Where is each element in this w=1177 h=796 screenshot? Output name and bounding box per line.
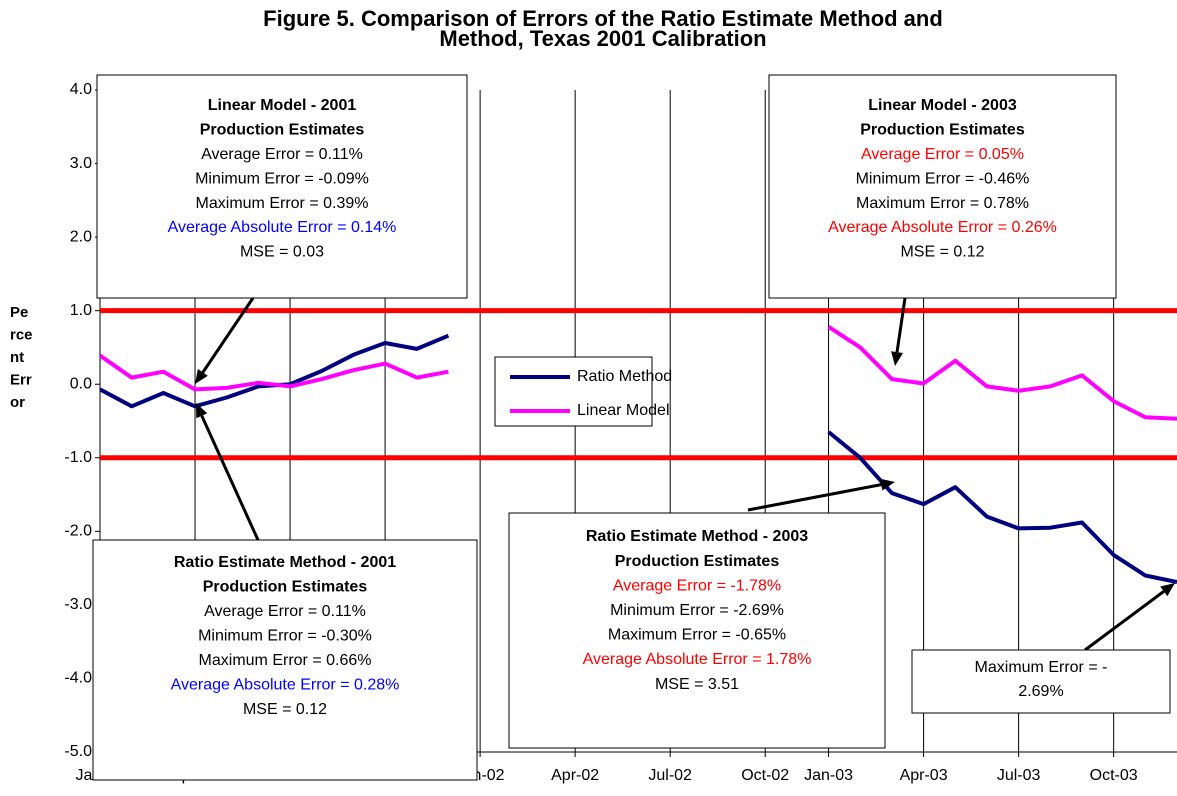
annotation-heading: Production Estimates [203, 579, 368, 596]
annotation-heading: Production Estimates [860, 122, 1025, 139]
annotation-text: Average Error = 0.11% [204, 603, 366, 620]
chart-title: Figure 5. Comparison of Errors of the Ra… [263, 6, 943, 31]
annotation-text: Maximum Error = -0.65% [608, 627, 786, 644]
annotation-box [768, 74, 1117, 299]
y-axis-label: rce [10, 326, 33, 343]
arrow-head [891, 351, 903, 366]
annotation-text: MSE = 0.03 [240, 244, 324, 261]
y-tick-label: 2.0 [70, 228, 92, 245]
annotation-heading: Linear Model - 2001 [208, 97, 357, 114]
annotation-heading: Ratio Estimate Method - 2003 [586, 528, 808, 545]
legend-label: Ratio Method [577, 368, 672, 385]
y-tick-label: -1.0 [64, 449, 92, 466]
arrow [895, 297, 907, 353]
annotation-box [508, 512, 886, 749]
y-tick-label: -5.0 [64, 743, 92, 760]
y-tick-label: -2.0 [64, 523, 92, 540]
y-tick-label: 0.0 [70, 375, 92, 392]
legend-label: Linear Model [577, 402, 670, 419]
annotation-text: Maximum Error = 0.66% [199, 652, 372, 669]
annotation-text: Average Absolute Error = 1.78% [583, 651, 812, 668]
arrow-head [195, 369, 208, 384]
annotation-heading: Ratio Estimate Method - 2001 [174, 554, 396, 571]
annotation-text: MSE = 3.51 [655, 676, 739, 693]
annotation-text: Average Absolute Error = 0.14% [168, 219, 397, 236]
y-axis-label: or [10, 394, 25, 411]
series-line [100, 325, 1177, 421]
arrow [747, 483, 882, 512]
annotation-heading: Production Estimates [200, 122, 365, 139]
y-axis-label: Pe [10, 304, 28, 321]
annotation-text: Maximum Error = - [975, 659, 1108, 676]
x-tick-label: Apr-02 [551, 767, 599, 784]
y-tick-label: 4.0 [70, 81, 92, 98]
annotation-heading: Production Estimates [615, 553, 780, 570]
annotation-text: Average Absolute Error = 0.26% [828, 219, 1057, 236]
annotation-text: Average Error = -1.78% [613, 577, 781, 594]
annotation-text: MSE = 0.12 [900, 244, 984, 261]
annotation-box [96, 74, 468, 299]
y-tick-label: -4.0 [64, 670, 92, 687]
annotation-text: Minimum Error = -0.30% [198, 628, 372, 645]
annotation-text: Average Error = 0.11% [201, 146, 363, 163]
x-tick-label: Apr-03 [900, 767, 948, 784]
arrow-head [1160, 583, 1175, 597]
annotation-text: Minimum Error = -0.09% [195, 170, 369, 187]
annotation-text: 2.69% [1018, 683, 1063, 700]
x-tick-label: Oct-02 [741, 767, 789, 784]
annotation-box [92, 539, 478, 781]
arrow [1084, 590, 1165, 652]
x-tick-label: Oct-03 [1090, 767, 1138, 784]
annotation-text: Maximum Error = 0.39% [196, 195, 369, 212]
y-axis-label: nt [10, 349, 24, 366]
y-tick-label: 3.0 [70, 155, 92, 172]
y-tick-label: -3.0 [64, 596, 92, 613]
annotation-heading: Linear Model - 2003 [868, 97, 1017, 114]
annotation-text: Maximum Error = 0.78% [856, 195, 1029, 212]
annotation-text: Average Absolute Error = 0.28% [171, 677, 400, 694]
x-tick-label: Jul-03 [997, 767, 1041, 784]
annotation-text: Minimum Error = -0.46% [856, 170, 1030, 187]
arrow [200, 415, 260, 541]
x-tick-label: Jan-03 [804, 767, 853, 784]
chart-title: Method, Texas 2001 Calibration [439, 26, 766, 51]
annotation-text: MSE = 0.12 [243, 701, 327, 718]
legend-box [494, 356, 653, 427]
y-axis-label: Err [10, 371, 32, 388]
arrow-head [880, 478, 895, 491]
arrow-head [196, 403, 208, 419]
y-tick-label: 1.0 [70, 302, 92, 319]
annotation-box [911, 649, 1171, 714]
arrow [201, 297, 255, 374]
x-tick-label: Jul-02 [648, 767, 692, 784]
annotation-text: Minimum Error = -2.69% [610, 602, 784, 619]
annotation-text: Average Error = 0.05% [861, 146, 1024, 163]
